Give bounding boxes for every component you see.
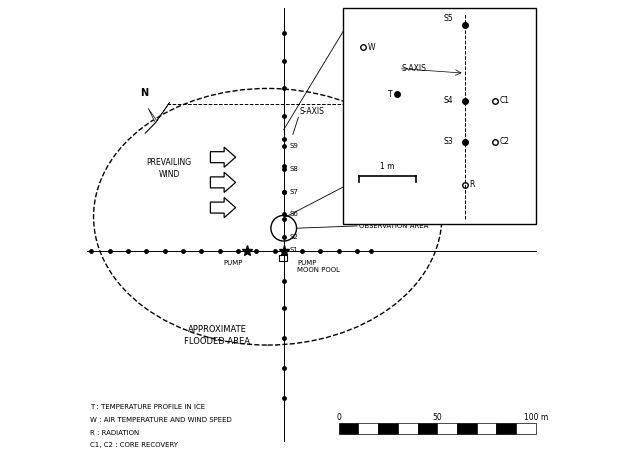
Polygon shape bbox=[155, 102, 170, 123]
Text: S7: S7 bbox=[289, 189, 298, 195]
Bar bbox=[497, 423, 516, 434]
Text: 100 m: 100 m bbox=[524, 413, 548, 421]
Bar bbox=[477, 423, 497, 434]
Text: OBSERVATION AREA: OBSERVATION AREA bbox=[359, 223, 429, 229]
Text: C1: C1 bbox=[500, 96, 510, 106]
Text: C2: C2 bbox=[500, 137, 510, 146]
Text: S5: S5 bbox=[443, 14, 453, 23]
Text: PUMP: PUMP bbox=[297, 260, 317, 266]
Polygon shape bbox=[148, 108, 157, 123]
Text: S8: S8 bbox=[289, 165, 298, 171]
Text: S1: S1 bbox=[289, 247, 298, 253]
Text: S2: S2 bbox=[289, 234, 298, 240]
Bar bbox=[457, 423, 477, 434]
Text: S-AXIS: S-AXIS bbox=[300, 107, 325, 116]
Text: 0: 0 bbox=[336, 413, 341, 421]
Text: S-AXIS: S-AXIS bbox=[401, 64, 426, 73]
Text: R : RADIATION: R : RADIATION bbox=[90, 430, 139, 436]
Bar bbox=[359, 423, 378, 434]
Text: S6: S6 bbox=[289, 212, 298, 218]
Bar bbox=[339, 423, 359, 434]
Bar bbox=[279, 255, 287, 261]
Bar bbox=[378, 423, 398, 434]
Bar bbox=[418, 423, 437, 434]
Text: APPROXIMATE
FLOODED AREA: APPROXIMATE FLOODED AREA bbox=[184, 325, 250, 346]
Text: S4: S4 bbox=[443, 96, 453, 106]
Bar bbox=[398, 423, 418, 434]
Text: W: W bbox=[368, 42, 376, 52]
Text: PREVAILING
WIND: PREVAILING WIND bbox=[147, 158, 192, 179]
Bar bbox=[516, 423, 535, 434]
Text: S3: S3 bbox=[443, 137, 453, 146]
Text: 50: 50 bbox=[433, 413, 442, 421]
Text: S9: S9 bbox=[289, 143, 298, 149]
Text: MOON POOL: MOON POOL bbox=[297, 267, 340, 273]
Text: PUMP: PUMP bbox=[224, 260, 243, 266]
Bar bbox=[437, 423, 457, 434]
Text: C1, C2 : CORE RECOVERY: C1, C2 : CORE RECOVERY bbox=[90, 443, 178, 449]
Text: W : AIR TEMPERATURE AND WIND SPEED: W : AIR TEMPERATURE AND WIND SPEED bbox=[90, 417, 231, 423]
Text: N: N bbox=[140, 88, 148, 98]
Text: T : TEMPERATURE PROFILE IN ICE: T : TEMPERATURE PROFILE IN ICE bbox=[90, 404, 205, 410]
Text: R: R bbox=[469, 180, 475, 189]
Text: T: T bbox=[388, 90, 393, 99]
Bar bbox=[344, 8, 535, 224]
Text: 1 m: 1 m bbox=[381, 162, 395, 171]
